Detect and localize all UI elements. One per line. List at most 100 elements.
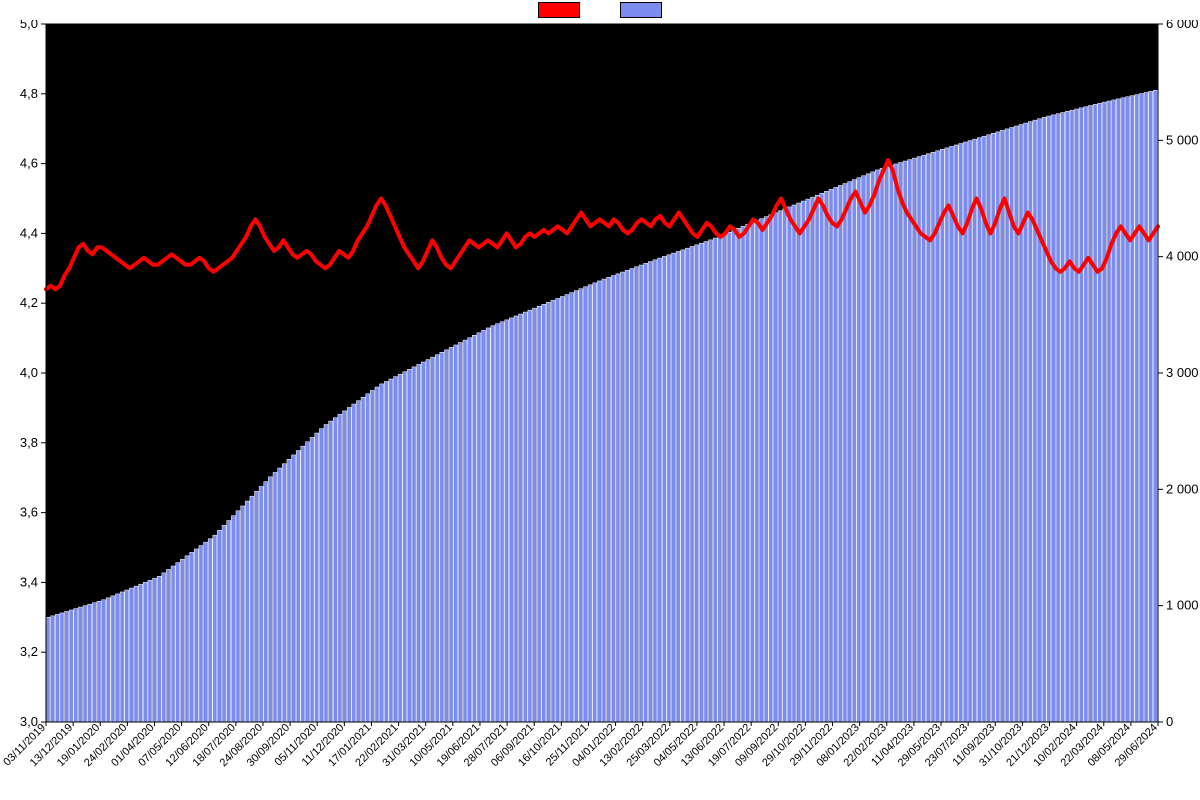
bar (542, 304, 546, 722)
bar (662, 256, 666, 722)
bar (129, 588, 133, 722)
bar (106, 598, 110, 722)
bar (546, 302, 550, 722)
bar (973, 139, 977, 722)
bar (560, 296, 564, 722)
bar (709, 240, 713, 722)
bar (347, 407, 351, 722)
bar (431, 357, 435, 722)
bar (1075, 109, 1079, 722)
bar (1047, 116, 1051, 722)
bar (134, 586, 138, 722)
bar (213, 535, 217, 722)
legend-swatch-line (538, 2, 580, 18)
bar (343, 411, 347, 722)
bar (843, 184, 847, 722)
bar (370, 390, 374, 722)
bar (407, 369, 411, 722)
bar (403, 372, 407, 722)
bar (102, 600, 106, 722)
bar (204, 542, 208, 722)
bar (722, 234, 726, 722)
bar (139, 584, 143, 722)
bar (180, 559, 184, 722)
bar (574, 291, 578, 722)
bar (829, 189, 833, 722)
bar (528, 310, 532, 722)
bar (231, 516, 235, 722)
bar (806, 199, 810, 722)
bar (778, 211, 782, 722)
bar (848, 182, 852, 722)
bar (46, 617, 50, 722)
bar (977, 138, 981, 722)
bar (699, 243, 703, 722)
bar (1000, 130, 1004, 722)
bar (389, 379, 393, 722)
bar (732, 230, 736, 722)
bar (412, 367, 416, 722)
y-axis-left: 3,03,23,43,63,84,04,24,44,64,85,0 (20, 20, 46, 729)
bar (885, 167, 889, 722)
bar (667, 255, 671, 722)
bar (875, 170, 879, 722)
bar (394, 377, 398, 722)
bar (125, 590, 129, 722)
bar (305, 442, 309, 722)
y-right-tick-label: 6 000 (1166, 20, 1199, 31)
bar (583, 287, 587, 722)
bar (801, 201, 805, 722)
bar (792, 205, 796, 722)
bar (894, 164, 898, 722)
bar (472, 335, 476, 722)
bar (426, 360, 430, 722)
bar (356, 401, 360, 722)
bar (1112, 100, 1116, 722)
bar (523, 312, 527, 722)
bar (162, 573, 166, 722)
y-right-tick-label: 2 000 (1166, 481, 1199, 496)
bar (630, 269, 634, 722)
bar (236, 511, 240, 722)
bar (644, 263, 648, 722)
y-left-tick-label: 4,4 (20, 225, 38, 240)
bar (199, 546, 203, 722)
bar (417, 364, 421, 722)
bar (375, 387, 379, 722)
bar (945, 148, 949, 722)
bar (1070, 110, 1074, 722)
bar (1038, 119, 1042, 722)
bar (208, 539, 212, 722)
bar (444, 350, 448, 722)
bar (1056, 114, 1060, 722)
bar (1107, 101, 1111, 722)
bar (621, 272, 625, 722)
y-right-tick-label: 0 (1166, 714, 1173, 729)
bar (750, 222, 754, 722)
bar (435, 355, 439, 722)
bar (593, 283, 597, 722)
bar (556, 298, 560, 722)
bar (917, 157, 921, 722)
bar (88, 604, 92, 722)
bar (950, 146, 954, 722)
bar (1116, 99, 1120, 722)
bar (514, 316, 518, 722)
bar (676, 251, 680, 722)
bar (78, 607, 82, 722)
bar (468, 338, 472, 722)
bar (259, 486, 263, 722)
bar (746, 224, 750, 722)
bar (74, 609, 78, 722)
bar (713, 238, 717, 722)
bar (1153, 90, 1157, 722)
bar (588, 285, 592, 722)
bar (783, 209, 787, 722)
bar (264, 482, 268, 722)
bar (1135, 95, 1139, 722)
bar (1061, 113, 1065, 722)
bar (1005, 129, 1009, 722)
y-left-tick-label: 3,4 (20, 574, 38, 589)
bar (537, 306, 541, 722)
bar (495, 324, 499, 722)
